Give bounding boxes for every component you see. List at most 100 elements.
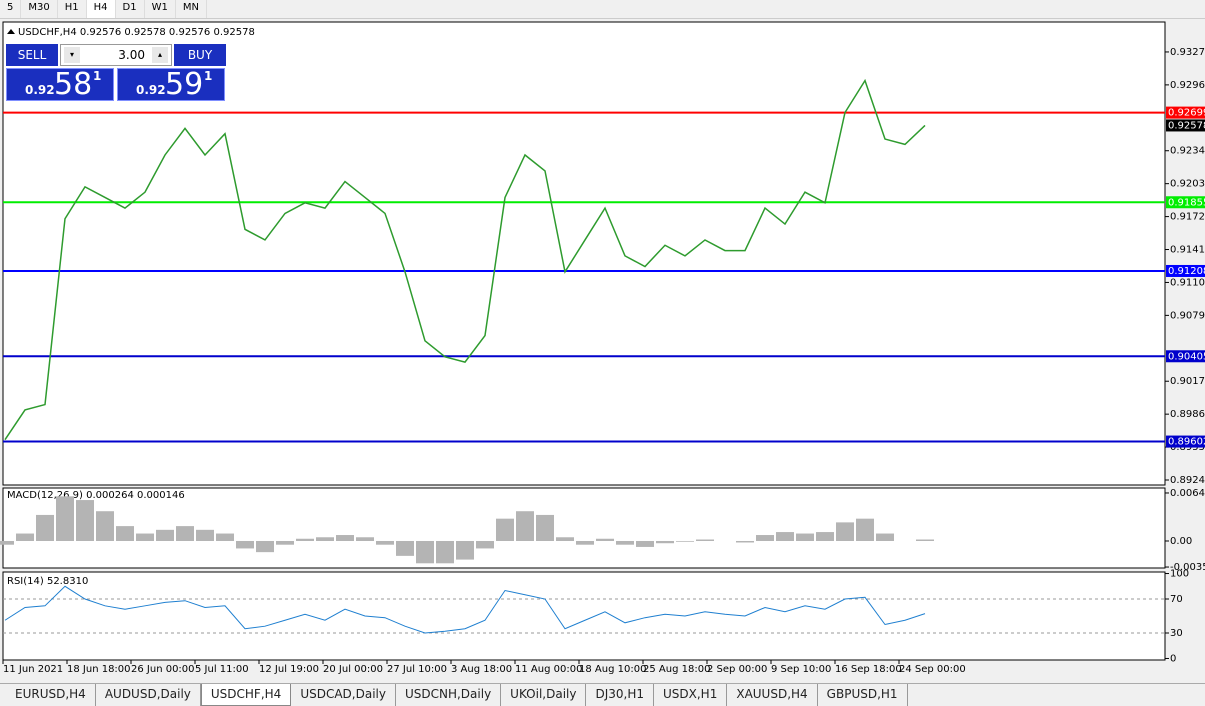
level-label: 0.91855	[1168, 197, 1205, 208]
macd-bar	[436, 540, 454, 564]
bid-prefix: 0.92	[25, 83, 55, 97]
chart-tabs: EURUSD,H4 AUDUSD,Daily USDCHF,H4 USDCAD,Dai…	[0, 683, 1205, 706]
chart: USDCHF,H4 0.92576 0.92578 0.92576 0.9257…	[0, 21, 1205, 675]
macd-bar	[196, 529, 214, 541]
macd-pane	[2, 487, 1166, 569]
rsi-line	[4, 585, 926, 634]
macd-bar	[456, 540, 474, 560]
timeframe-button[interactable]: M30	[21, 0, 58, 18]
volume-up[interactable]: ▴	[152, 47, 168, 63]
x-tick-label: 2 Sep 00:00	[707, 664, 767, 675]
x-tick-label: 27 Jul 10:00	[387, 664, 447, 675]
chart-tab[interactable]: USDCHF,H4	[200, 684, 292, 706]
macd-bar	[396, 540, 414, 556]
macd-bar	[776, 532, 794, 541]
x-tick-label: 24 Sep 00:00	[899, 664, 966, 675]
macd-bar	[736, 540, 754, 543]
level-label-box	[1166, 435, 1205, 448]
y-tick-label: 100	[1170, 569, 1189, 580]
y-tick-label: 0	[1170, 653, 1176, 664]
volume-value[interactable]: 3.00	[118, 48, 145, 62]
volume-down[interactable]: ▾	[64, 47, 80, 63]
macd-bar	[516, 511, 534, 541]
ask-prefix: 0.92	[136, 83, 166, 97]
macd-bar	[56, 496, 74, 541]
timeframe-button[interactable]: 5	[0, 0, 22, 18]
chart-tab[interactable]: GBPUSD,H1	[818, 684, 908, 706]
y-tick-label: -0.00350	[1170, 562, 1205, 573]
macd-bar	[36, 514, 54, 541]
macd-bar	[656, 540, 674, 544]
ask-big: 59	[165, 67, 204, 102]
x-tick-label: 9 Sep 10:00	[771, 664, 831, 675]
macd-bar	[256, 540, 274, 553]
macd-bar	[816, 532, 834, 541]
bid-big: 58	[54, 67, 93, 102]
sell-button[interactable]: SELL	[6, 44, 58, 66]
macd-bar	[336, 535, 354, 541]
chart-tab[interactable]: USDCAD,Daily	[291, 684, 396, 706]
macd-bar	[676, 540, 694, 542]
x-tick-label: 26 Jun 00:00	[131, 664, 195, 675]
chart-tab[interactable]: XAUUSD,H4	[727, 684, 818, 706]
rsi-pane	[2, 571, 1166, 661]
level-label: 0.91208	[1168, 266, 1205, 277]
macd-bar	[176, 526, 194, 541]
x-tick-label: 11 Jun 2021	[3, 664, 63, 675]
macd-bar	[76, 500, 94, 541]
macd-bar	[756, 535, 774, 541]
macd-bar	[916, 539, 934, 541]
macd-bar	[696, 539, 714, 541]
timeframe-button[interactable]: MN	[176, 0, 207, 18]
x-tick-label: 18 Jun 18:00	[67, 664, 131, 675]
chart-tab[interactable]: AUDUSD,Daily	[96, 684, 201, 706]
macd-bar	[536, 514, 554, 541]
macd-bar	[576, 540, 594, 545]
level-label: 0.90405	[1168, 351, 1205, 362]
current-price-box	[1166, 119, 1205, 132]
macd-bar	[16, 533, 34, 541]
x-tick-label: 25 Aug 18:00	[643, 664, 710, 675]
y-tick-label: 0.00	[1170, 536, 1192, 547]
macd-bar	[856, 518, 874, 541]
collapse-icon[interactable]	[7, 29, 15, 34]
x-tick-label: 11 Aug 00:00	[515, 664, 582, 675]
bid-price[interactable]: 0.92 58 1	[6, 67, 114, 102]
timeframe-button[interactable]: H1	[58, 0, 87, 18]
y-tick-label: 70	[1170, 594, 1183, 605]
timeframe-button[interactable]: D1	[116, 0, 145, 18]
chart-tab[interactable]: EURUSD,H4	[6, 684, 96, 706]
macd-bar	[0, 540, 14, 545]
x-tick-label: 3 Aug 18:00	[451, 664, 512, 675]
timeframe-toolbar: 5 M30 H1 H4 D1 W1 MN	[0, 0, 1205, 19]
chart-tab[interactable]: USDX,H1	[654, 684, 728, 706]
ask-price[interactable]: 0.92 59 1	[117, 67, 225, 102]
chart-tab[interactable]: DJ30,H1	[586, 684, 654, 706]
macd-bar	[636, 540, 654, 547]
level-label-box	[1166, 106, 1205, 119]
ask-small: 1	[204, 69, 213, 83]
macd-bar	[136, 533, 154, 541]
x-tick-label: 5 Jul 11:00	[195, 664, 249, 675]
chart-tab[interactable]: UKOil,Daily	[501, 684, 587, 706]
macd-bar	[316, 537, 334, 541]
macd-bar	[836, 522, 854, 541]
macd-bar	[296, 538, 314, 541]
level-label-box	[1166, 350, 1205, 363]
x-tick-label: 20 Jul 00:00	[323, 664, 383, 675]
trade-panel: SELL ▾ 3.00 ▴ BUY 0.92 58 1 0.92 59 1	[6, 44, 226, 102]
timeframe-button[interactable]: W1	[145, 0, 176, 18]
buy-button[interactable]: BUY	[174, 44, 226, 66]
chart-tab[interactable]: USDCNH,Daily	[396, 684, 502, 706]
timeframe-button[interactable]: H4	[86, 0, 116, 18]
